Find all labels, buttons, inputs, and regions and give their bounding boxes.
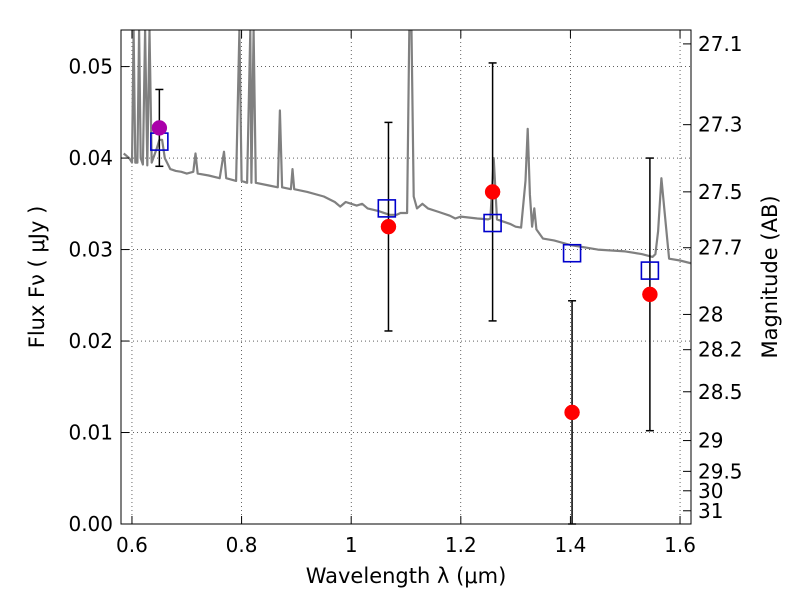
model-point: [640, 261, 660, 280]
mag-tick-label: 27.3: [698, 113, 743, 137]
x-tick-label: 1.2: [445, 533, 477, 557]
x-tick-label: 0.6: [116, 533, 148, 557]
mag-tick-label: 30: [698, 479, 723, 503]
mag-tick-label: 27.1: [698, 32, 743, 56]
model-point: [483, 213, 502, 233]
spectrum-line: [122, 30, 691, 265]
mag-tick-label: 28.5: [698, 380, 743, 404]
y-tick-label: 0.01: [68, 421, 113, 445]
observed-point: [151, 120, 168, 136]
mag-tick-label: 27.5: [698, 180, 743, 204]
x-axis-label: Wavelength λ (μm): [306, 564, 507, 588]
x-tick-label: 1: [345, 533, 358, 557]
x-tick-label: 1.4: [555, 533, 587, 557]
y-tick-label: 0.00: [68, 512, 113, 536]
mag-tick-label: 28: [698, 302, 723, 326]
mag-tick-label: 28.2: [698, 338, 743, 362]
y-tick-label: 0.02: [68, 329, 113, 353]
mag-tick-label: 27.7: [698, 236, 743, 260]
y-tick-label: 0.04: [68, 146, 113, 170]
y-tick-label: 0.05: [68, 55, 113, 79]
x-tick-label: 0.8: [226, 533, 258, 557]
mag-tick-label: 29: [698, 429, 723, 453]
model-point: [562, 243, 582, 263]
observed-point: [380, 218, 397, 235]
observed-point: [564, 404, 580, 421]
observed-point: [642, 286, 658, 303]
observed-point: [484, 184, 501, 200]
y-tick-label: 0.03: [68, 238, 113, 262]
plot-frame: [120, 29, 692, 525]
x-tick-label: 1.6: [664, 533, 696, 557]
y2-axis-label: Magnitude (AB): [758, 195, 782, 358]
plot-area: [122, 30, 691, 525]
model-point: [377, 199, 397, 218]
y-axis-label: Flux Fν ( μJy ): [25, 206, 49, 349]
mag-tick-label: 31: [698, 499, 723, 523]
axis-ticks: 0.6 0.8 1 1.2 1.4 1.6 0.00 0.01 0.02 0.03 0.04 0.05…: [68, 30, 743, 557]
mag-tick-label: 29.5: [698, 459, 743, 483]
